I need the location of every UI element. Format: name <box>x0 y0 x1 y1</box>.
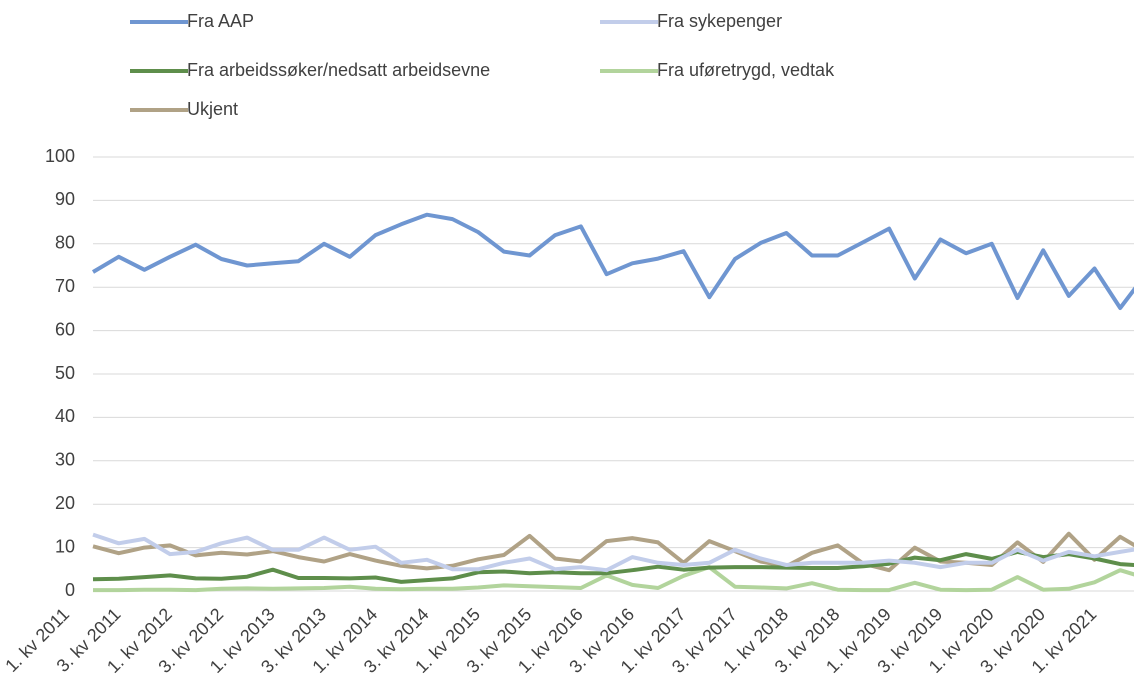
y-tick-label: 30 <box>55 450 75 470</box>
plot-area <box>91 212 1134 593</box>
legend-label: Fra uføretrygd, vedtak <box>657 60 835 80</box>
y-tick-label: 40 <box>55 406 75 426</box>
series-line <box>92 532 1134 573</box>
y-tick-label: 90 <box>55 189 75 209</box>
series-line <box>91 212 1134 310</box>
y-tick-label: 20 <box>55 493 75 513</box>
y-tick-label: 80 <box>55 233 75 253</box>
legend-label: Fra AAP <box>187 11 254 31</box>
y-tick-label: 100 <box>45 146 75 166</box>
series-line <box>93 565 1134 593</box>
y-tick-label: 70 <box>55 276 75 296</box>
series-line <box>92 549 1134 584</box>
legend-label: Ukjent <box>187 99 238 119</box>
legend: Fra AAP Fra sykepenger Fra arbeidssøker/ne… <box>130 11 835 119</box>
grid <box>93 156 1134 592</box>
legend-label: Fra arbeidssøker/nedsatt arbeidsevne <box>187 60 490 80</box>
y-tick-label: 60 <box>55 319 75 339</box>
legend-label: Fra sykepenger <box>657 11 782 31</box>
y-tick-label: 10 <box>55 536 75 556</box>
y-tick-label: 50 <box>55 363 75 383</box>
y-tick-label: 0 <box>65 580 75 600</box>
